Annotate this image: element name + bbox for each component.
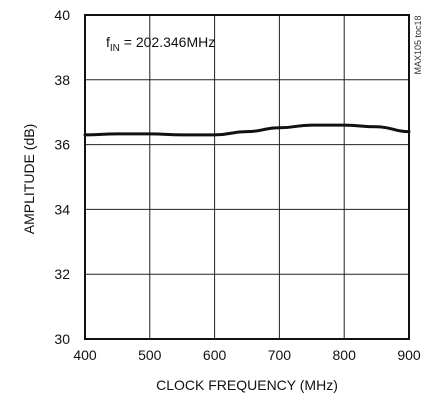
- data-point: [310, 124, 313, 127]
- y-tick-label: 36: [54, 137, 70, 153]
- x-tick-label: 800: [333, 347, 357, 363]
- series-layer: [83, 123, 411, 137]
- annotation-value: = 202.346MHz: [120, 34, 215, 50]
- annotation-prefix: f: [106, 34, 110, 50]
- y-tick-label: 30: [54, 331, 70, 347]
- x-tick-label: 600: [203, 347, 227, 363]
- data-point: [246, 130, 248, 133]
- annotation-subscript: IN: [110, 43, 120, 54]
- y-tick-label: 40: [54, 7, 70, 23]
- data-point: [116, 133, 119, 135]
- x-tick-label: 400: [73, 347, 97, 363]
- data-point: [148, 133, 151, 135]
- data-point: [213, 133, 216, 136]
- y-axis-title: AMPLITUDE (dB): [21, 124, 37, 234]
- y-tick-label: 32: [54, 266, 70, 282]
- x-tick-label: 900: [397, 347, 421, 363]
- x-tick-label: 700: [268, 347, 292, 363]
- plot-frame: [84, 14, 410, 340]
- data-point: [278, 126, 281, 129]
- grid: [85, 15, 409, 339]
- y-tick-labels: 30 32 34 36 38 40: [54, 7, 70, 347]
- data-point: [375, 125, 378, 128]
- y-tick-label: 38: [54, 72, 70, 88]
- data-point: [181, 133, 184, 136]
- series-line-0: [83, 123, 411, 137]
- figure-id-watermark: MAX105 toc18: [413, 15, 423, 74]
- x-tick-labels: 400 500 600 700 800 900: [73, 347, 421, 363]
- y-tick-label: 34: [54, 201, 70, 217]
- data-point: [343, 124, 346, 127]
- x-axis-title: CLOCK FREQUENCY (MHz): [156, 377, 338, 393]
- annotation-fin: fIN = 202.346MHz: [106, 34, 215, 54]
- x-tick-label: 500: [138, 347, 162, 363]
